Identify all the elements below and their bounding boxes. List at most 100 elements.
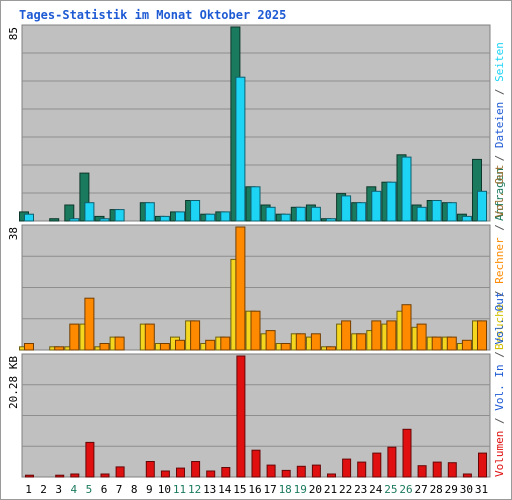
bar-volumen-day-25 xyxy=(387,446,397,478)
x-tick-label-day-21: 21 xyxy=(324,483,337,496)
bar-volumen-day-16 xyxy=(251,449,261,478)
bar-rechner-day-23 xyxy=(356,333,367,351)
bar-volumen-day-22 xyxy=(342,458,352,478)
x-tick-label-day-25: 25 xyxy=(384,483,397,496)
bar-seiten-day-16 xyxy=(250,186,261,222)
legend-entry: Anfragen xyxy=(493,168,506,221)
bar-seiten-day-9 xyxy=(144,202,155,222)
bar-rechner-day-21 xyxy=(326,346,336,351)
x-tick-label-day-2: 2 xyxy=(40,483,47,496)
legend-besuche: Besuche / Rechner / Vol. Out xyxy=(493,165,506,350)
legend-entry: / xyxy=(493,155,506,168)
legend-entry: Dateien xyxy=(493,102,506,155)
legend-anfragen: Anfragen / Dateien / Seiten xyxy=(493,42,506,221)
bar-volumen-day-21 xyxy=(327,473,336,478)
bar-rechner-day-19 xyxy=(295,333,306,351)
legend-entry: / xyxy=(493,224,506,237)
bar-volumen-day-5 xyxy=(85,441,95,478)
bar-volumen-day-15 xyxy=(236,355,246,478)
legend-entry: / xyxy=(493,417,506,430)
x-tick-label-day-16: 16 xyxy=(248,483,261,496)
x-tick-label-day-29: 29 xyxy=(445,483,458,496)
legend-entry: / xyxy=(493,290,506,303)
bar-rechner-day-31 xyxy=(477,320,487,351)
x-tick-label-day-26: 26 xyxy=(399,483,412,496)
x-tick-label-day-31: 31 xyxy=(475,483,488,496)
bar-seiten-day-13 xyxy=(205,213,216,222)
x-tick-label-day-9: 9 xyxy=(146,483,153,496)
x-tick-label-day-20: 20 xyxy=(309,483,322,496)
x-tick-label-day-5: 5 xyxy=(86,483,93,496)
bar-rechner-day-15 xyxy=(235,226,246,351)
x-tick-label-day-4: 4 xyxy=(70,483,77,496)
bar-seiten-day-12 xyxy=(190,200,201,222)
bar-seiten-day-27 xyxy=(416,206,427,222)
bar-volumen-day-6 xyxy=(100,473,110,478)
legend-entry: / xyxy=(493,89,506,102)
x-tick-label-day-18: 18 xyxy=(279,483,292,496)
bar-volumen-day-29 xyxy=(447,462,457,478)
bar-seiten-day-23 xyxy=(356,202,367,222)
bar-rechner-day-22 xyxy=(341,320,352,351)
bar-rechner-day-25 xyxy=(386,320,397,351)
bar-rechner-day-20 xyxy=(310,333,321,351)
x-tick-label-day-11: 11 xyxy=(173,483,186,496)
y-max-label-anfragen: 85 xyxy=(7,27,20,40)
x-tick-label-day-1: 1 xyxy=(25,483,32,496)
bar-volumen-day-26 xyxy=(402,428,412,478)
x-tick-label-day-6: 6 xyxy=(101,483,108,496)
bar-seiten-day-14 xyxy=(220,211,231,222)
legend-entry: Besuche xyxy=(493,304,506,350)
x-tick-label-day-10: 10 xyxy=(158,483,171,496)
bar-seiten-day-10 xyxy=(159,215,170,222)
bar-volumen-day-23 xyxy=(357,461,367,478)
bar-seiten-day-7 xyxy=(114,209,125,222)
chart-title: Tages-Statistik im Monat Oktober 2025 xyxy=(19,8,287,22)
bar-volumen-day-12 xyxy=(191,461,201,478)
legend-volumen: Volumen / Vol. In / Vol. Out xyxy=(493,292,506,477)
bar-rechner-day-28 xyxy=(431,336,442,351)
bar-rechner-day-14 xyxy=(220,336,231,351)
bar-seiten-day-30 xyxy=(461,215,472,222)
legend-entry: Seiten xyxy=(493,42,506,88)
bar-volumen-day-30 xyxy=(462,473,472,478)
x-tick-label-day-19: 19 xyxy=(294,483,307,496)
bar-rechner-day-6 xyxy=(99,343,110,351)
bar-seiten-day-24 xyxy=(371,190,382,222)
legend-entry: Rechner xyxy=(493,237,506,290)
bar-volumen-day-4 xyxy=(70,473,80,478)
bar-seiten-day-15 xyxy=(235,76,246,222)
y-max-label-besuche: 38 xyxy=(7,227,20,240)
x-tick-label-day-17: 17 xyxy=(263,483,276,496)
x-tick-label-day-8: 8 xyxy=(131,483,138,496)
bar-rechner-day-18 xyxy=(280,343,291,351)
x-tick-label-day-30: 30 xyxy=(460,483,473,496)
bar-rechner-day-7 xyxy=(114,336,125,351)
bar-volumen-day-28 xyxy=(432,461,442,478)
bar-volumen-day-18 xyxy=(281,469,291,478)
bar-seiten-day-28 xyxy=(431,200,442,222)
x-tick-label-day-28: 28 xyxy=(430,483,443,496)
bar-rechner-day-9 xyxy=(144,323,155,351)
bar-seiten-day-25 xyxy=(386,181,397,222)
bar-volumen-day-1 xyxy=(25,474,34,478)
legend-entry: Volumen xyxy=(493,431,506,477)
bar-seiten-day-21 xyxy=(326,218,336,222)
bar-volumen-day-24 xyxy=(372,452,382,478)
bar-seiten-day-31 xyxy=(477,190,487,222)
bar-volumen-day-9 xyxy=(145,461,155,478)
bar-rechner-day-16 xyxy=(250,310,261,351)
bar-volumen-day-19 xyxy=(296,465,306,478)
y-max-label-volumen: 20.28 KB xyxy=(7,356,20,409)
bar-seiten-day-4 xyxy=(69,218,80,222)
bar-rechner-day-26 xyxy=(401,304,412,351)
bar-rechner-day-13 xyxy=(205,339,216,351)
bar-seiten-day-26 xyxy=(401,156,412,222)
bar-seiten-day-11 xyxy=(175,211,185,222)
x-tick-label-day-24: 24 xyxy=(369,483,383,496)
legend-entry: Vol. Out xyxy=(493,292,506,352)
bar-rechner-day-17 xyxy=(265,330,276,351)
bar-rechner-day-12 xyxy=(190,320,201,351)
legend-entry: Vol. In xyxy=(493,364,506,417)
